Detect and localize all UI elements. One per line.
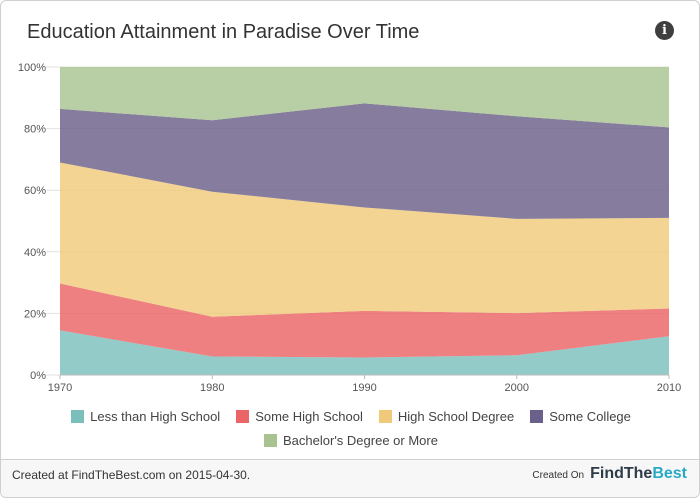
area-series-0[interactable] — [60, 330, 669, 375]
y-tick-label: 20% — [24, 308, 46, 320]
y-tick-label: 40% — [24, 247, 46, 259]
legend-label: Some College — [549, 409, 631, 424]
info-icon[interactable]: i — [655, 21, 674, 40]
brand-logo[interactable]: FindTheBest — [590, 465, 687, 483]
brand-name-part1: FindThe — [590, 465, 653, 482]
brand-block: Created On FindTheBest — [532, 465, 687, 483]
legend-swatch — [236, 410, 250, 423]
y-tick-label: 0% — [30, 370, 46, 382]
x-tick-label: 1980 — [200, 382, 224, 394]
x-tick-label: 1970 — [48, 382, 72, 394]
y-tick-label: 80% — [24, 124, 46, 136]
legend-swatch — [530, 410, 544, 423]
area-series-2[interactable] — [60, 162, 669, 317]
area-series-3[interactable] — [60, 103, 669, 219]
brand-name-part2: Best — [652, 465, 687, 482]
legend-swatch — [71, 410, 85, 423]
created-on-label: Created On — [532, 470, 585, 481]
legend-row: Less than High School Some High School Hig… — [1, 409, 699, 424]
legend-item[interactable]: Less than High School — [71, 409, 220, 424]
legend-label: Some High School — [255, 409, 363, 424]
legend-item[interactable]: Some College — [530, 409, 631, 424]
legend-label: High School Degree — [397, 409, 515, 424]
area-series-4[interactable] — [60, 67, 669, 128]
legend-row: Bachelor's Degree or More — [1, 433, 699, 448]
legend-swatch — [264, 434, 278, 447]
x-tick-label: 1990 — [352, 382, 376, 394]
legend-item[interactable]: High School Degree — [378, 409, 515, 424]
chart-title: Education Attainment in Paradise Over Ti… — [27, 21, 420, 43]
legend-label: Bachelor's Degree or More — [283, 433, 438, 448]
area-series-1[interactable] — [60, 283, 669, 358]
footer: Created at FindTheBest.com on 2015-04-30… — [1, 459, 699, 497]
x-tick-label: 2000 — [505, 382, 529, 394]
stacked-area-chart: 0% 20% 40% 60% 80% 100% 1970 1980 1990 2000 2010 — [18, 62, 681, 394]
chart-legend: Less than High School Some High School Hig… — [1, 409, 699, 457]
legend-item[interactable]: Bachelor's Degree or More — [264, 433, 438, 448]
legend-swatch — [378, 410, 392, 423]
x-tick-label: 2010 — [657, 382, 681, 394]
legend-label: Less than High School — [90, 409, 221, 424]
created-date-text: Created at FindTheBest.com on 2015-04-30… — [12, 468, 251, 482]
y-tick-label: 60% — [24, 185, 46, 197]
y-tick-label: 100% — [18, 62, 46, 74]
legend-item[interactable]: Some High School — [236, 409, 363, 424]
